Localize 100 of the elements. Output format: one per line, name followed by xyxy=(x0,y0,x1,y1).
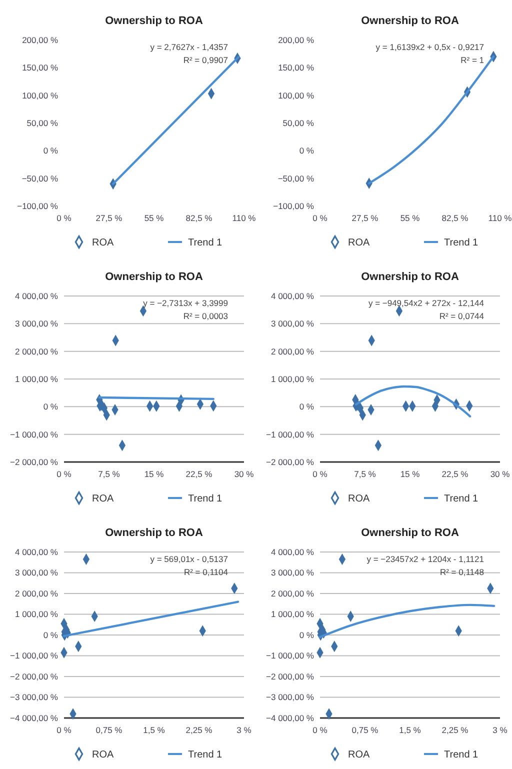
y-tick-label: 4 000,00 % xyxy=(14,546,58,557)
y-tick-label: 0 % xyxy=(43,630,58,640)
annotation: R² = 1 xyxy=(460,55,484,65)
y-tick-label: 1 000,00 % xyxy=(14,374,58,384)
legend-label: ROA xyxy=(348,494,370,504)
y-tick-label: 2 000,00 % xyxy=(270,346,314,356)
chart-title: Ownership to ROA xyxy=(105,271,203,283)
y-tick-label: −3 000,00 % xyxy=(266,692,314,702)
y-tick-label: 100,00 % xyxy=(22,90,58,100)
x-tick-label: 0 % xyxy=(56,213,72,223)
y-tick-label: −2 000,00 % xyxy=(266,671,314,682)
annotation: R² = 0,0003 xyxy=(183,311,228,321)
x-tick-label: 82,5 % xyxy=(442,213,469,223)
chart-title: Ownership to ROA xyxy=(361,15,459,27)
annotation: R² = 0,0744 xyxy=(439,311,484,321)
x-tick-label: 0 % xyxy=(312,213,328,223)
y-tick-label: −1 000,00 % xyxy=(266,429,314,440)
x-tick-label: 15 % xyxy=(400,469,420,479)
x-tick-label: 0 % xyxy=(56,725,72,735)
y-tick-label: 1 000,00 % xyxy=(270,609,314,620)
x-tick-label: 7,5 % xyxy=(98,469,120,479)
annotation: R² = 0,1148 xyxy=(440,567,484,577)
x-tick-label: 22,5 % xyxy=(442,469,469,479)
x-tick-label: 27,5 % xyxy=(352,213,379,223)
y-tick-label: 3 000,00 % xyxy=(270,318,314,329)
legend-label: Trend 1 xyxy=(188,238,223,248)
legend-label: Trend 1 xyxy=(188,750,223,760)
y-tick-label: 3 000,00 % xyxy=(14,318,58,329)
x-tick-label: 3 % xyxy=(492,725,508,735)
y-tick-label: 3 000,00 % xyxy=(270,568,314,578)
x-tick-label: 1,5 % xyxy=(143,725,166,735)
y-tick-label: −3 000,00 % xyxy=(10,692,58,702)
annotation: y = −23457x2 + 1204x - 1,1121 xyxy=(366,554,484,564)
y-tick-label: 4 000,00 % xyxy=(270,290,314,301)
x-tick-label: 110 % xyxy=(232,213,256,223)
legend-label: ROA xyxy=(348,238,370,248)
legend-label: ROA xyxy=(92,494,114,504)
y-tick-label: 0 % xyxy=(43,402,58,412)
y-tick-label: −1 000,00 % xyxy=(10,650,58,661)
x-tick-label: 55 % xyxy=(400,213,420,223)
x-tick-label: 2,25 % xyxy=(442,725,469,735)
y-tick-label: −2 000,00 % xyxy=(266,456,314,467)
y-tick-label: 0 % xyxy=(299,630,314,640)
legend-label: Trend 1 xyxy=(444,750,479,760)
chart-title: Ownership to ROA xyxy=(361,271,459,283)
y-tick-label: −4 000,00 % xyxy=(10,712,58,723)
y-tick-label: −50,00 % xyxy=(22,173,58,184)
y-tick-label: −2 000,00 % xyxy=(10,671,58,682)
y-tick-label: −50,00 % xyxy=(278,173,314,184)
x-tick-label: 0 % xyxy=(56,469,72,479)
annotation: R² = 0,9907 xyxy=(183,55,228,65)
y-tick-label: 2 000,00 % xyxy=(14,588,58,598)
y-tick-label: 4 000,00 % xyxy=(270,546,314,557)
x-tick-label: 0 % xyxy=(312,469,328,479)
y-tick-label: −1 000,00 % xyxy=(266,650,314,661)
y-tick-label: 1 000,00 % xyxy=(14,609,58,620)
annotation: y = 569,01x - 0,5137 xyxy=(150,554,228,564)
y-tick-label: 50,00 % xyxy=(26,118,58,128)
chart-title: Ownership to ROA xyxy=(105,527,203,539)
x-tick-label: 110 % xyxy=(488,213,512,223)
x-tick-label: 30 % xyxy=(234,469,254,479)
y-tick-label: 4 000,00 % xyxy=(14,290,58,301)
y-tick-label: −100,00 % xyxy=(17,200,58,211)
y-tick-label: 0 % xyxy=(43,146,58,156)
y-tick-label: −100,00 % xyxy=(273,200,314,211)
y-tick-label: 200,00 % xyxy=(22,34,58,45)
annotation: R² = 0,1104 xyxy=(184,567,228,577)
legend-label: ROA xyxy=(348,750,370,760)
annotation: y = 1,6139x2 + 0,5x - 0,9217 xyxy=(376,42,484,52)
legend-label: Trend 1 xyxy=(444,238,479,248)
x-tick-label: 1,5 % xyxy=(399,725,422,735)
x-tick-label: 15 % xyxy=(144,469,164,479)
y-tick-label: 2 000,00 % xyxy=(14,346,58,356)
y-tick-label: 100,00 % xyxy=(278,90,314,100)
x-tick-label: 2,25 % xyxy=(186,725,213,735)
x-tick-label: 0,75 % xyxy=(96,725,123,735)
y-tick-label: −1 000,00 % xyxy=(10,429,58,440)
x-tick-label: 0 % xyxy=(312,725,328,735)
y-tick-label: 2 000,00 % xyxy=(270,588,314,598)
x-tick-label: 22,5 % xyxy=(186,469,213,479)
y-tick-label: −4 000,00 % xyxy=(266,712,314,723)
y-tick-label: −2 000,00 % xyxy=(10,456,58,467)
legend-label: Trend 1 xyxy=(188,494,223,504)
x-tick-label: 27,5 % xyxy=(96,213,123,223)
y-tick-label: 200,00 % xyxy=(278,34,314,45)
x-tick-label: 82,5 % xyxy=(186,213,213,223)
y-tick-label: 50,00 % xyxy=(282,118,314,128)
y-tick-label: 0 % xyxy=(299,402,314,412)
x-tick-label: 55 % xyxy=(144,213,164,223)
y-tick-label: 150,00 % xyxy=(278,62,314,73)
x-tick-label: 0,75 % xyxy=(352,725,379,735)
legend-label: Trend 1 xyxy=(444,494,479,504)
annotation: y = −2,7313x + 3,3999 xyxy=(143,298,228,308)
chart-title: Ownership to ROA xyxy=(361,527,459,539)
x-tick-label: 30 % xyxy=(490,469,510,479)
annotation: y = −949,54x2 + 272x - 12,144 xyxy=(368,298,484,308)
y-tick-label: 0 % xyxy=(299,146,314,156)
legend-label: ROA xyxy=(92,238,114,248)
x-tick-label: 7,5 % xyxy=(354,469,376,479)
x-tick-label: 3 % xyxy=(236,725,252,735)
